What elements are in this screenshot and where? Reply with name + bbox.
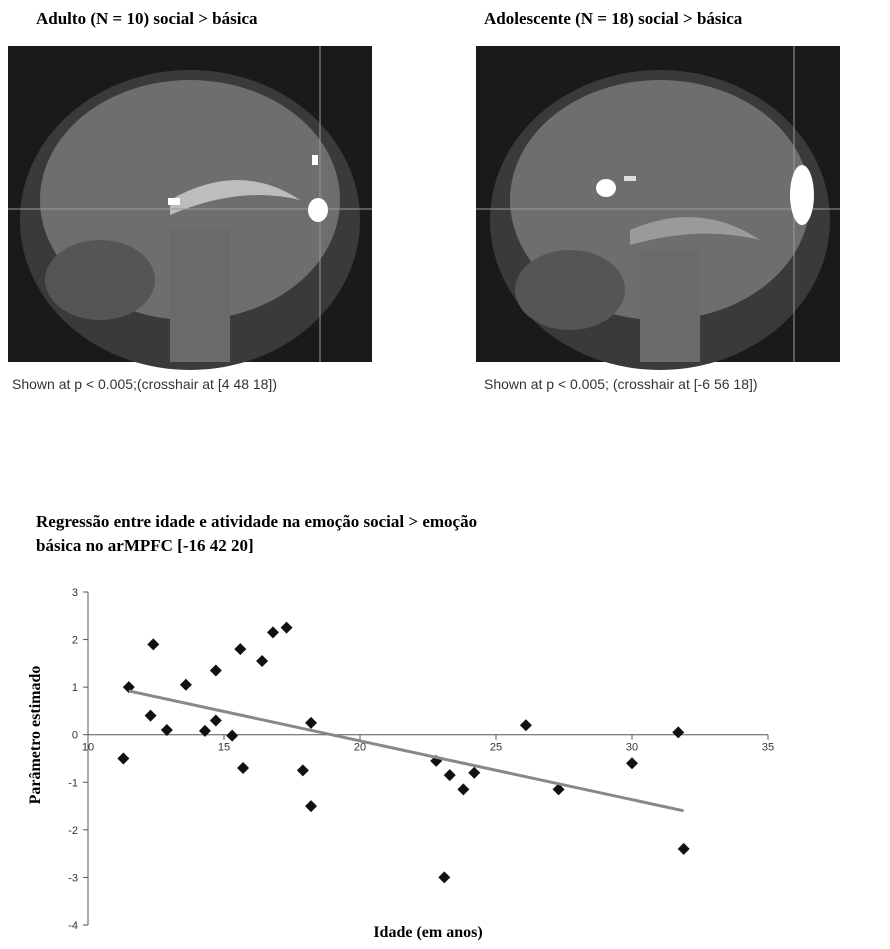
- point: [145, 710, 157, 722]
- y-tick-label: 0: [72, 730, 78, 742]
- chart-title: básica no arMPFC [-16 42 20]: [36, 536, 254, 555]
- point: [438, 871, 450, 883]
- y-tick-label: 2: [72, 635, 78, 647]
- point: [147, 638, 159, 650]
- y-axis-label: Parâmetro estimado: [27, 666, 44, 805]
- point: [626, 757, 638, 769]
- point: [161, 724, 173, 736]
- y-tick-label: -4: [68, 920, 78, 932]
- chart-title: Regressão entre idade e atividade na emo…: [36, 512, 477, 531]
- x-tick-label: 30: [626, 742, 638, 754]
- panel-caption: Shown at p < 0.005; (crosshair at [-6 56…: [484, 376, 758, 392]
- panel-title: Adolescente (N = 18) social > básica: [484, 9, 743, 28]
- point: [305, 717, 317, 729]
- point: [180, 679, 192, 691]
- panel-title: Adulto (N = 10) social > básica: [36, 9, 258, 28]
- point: [672, 726, 684, 738]
- point: [226, 730, 238, 742]
- point: [256, 655, 268, 667]
- y-tick-label: -3: [68, 872, 78, 884]
- point: [267, 626, 279, 638]
- y-tick-label: -2: [68, 825, 78, 837]
- point: [210, 714, 222, 726]
- y-tick-label: -1: [68, 777, 78, 789]
- point: [305, 800, 317, 812]
- x-tick-label: 25: [490, 742, 502, 754]
- point: [237, 762, 249, 774]
- point: [297, 764, 309, 776]
- x-tick-label: 35: [762, 742, 774, 754]
- point: [468, 767, 480, 779]
- point: [520, 719, 532, 731]
- brain-image: [476, 46, 840, 370]
- point: [281, 622, 293, 634]
- x-tick-label: 10: [82, 742, 94, 754]
- point: [457, 783, 469, 795]
- point: [210, 664, 222, 676]
- y-tick-label: 1: [72, 682, 78, 694]
- panel-caption: Shown at p < 0.005;(crosshair at [4 48 1…: [12, 376, 277, 392]
- x-tick-label: 20: [354, 742, 366, 754]
- point: [117, 753, 129, 765]
- x-tick-label: 15: [218, 742, 230, 754]
- point: [444, 769, 456, 781]
- x-axis-label: Idade (em anos): [373, 924, 482, 941]
- point: [678, 843, 690, 855]
- point: [234, 643, 246, 655]
- brain-image: [8, 46, 372, 370]
- y-tick-label: 3: [72, 587, 78, 599]
- trend-line: [129, 691, 684, 811]
- figure: Adulto (N = 10) social > básica Adolesce…: [0, 0, 890, 949]
